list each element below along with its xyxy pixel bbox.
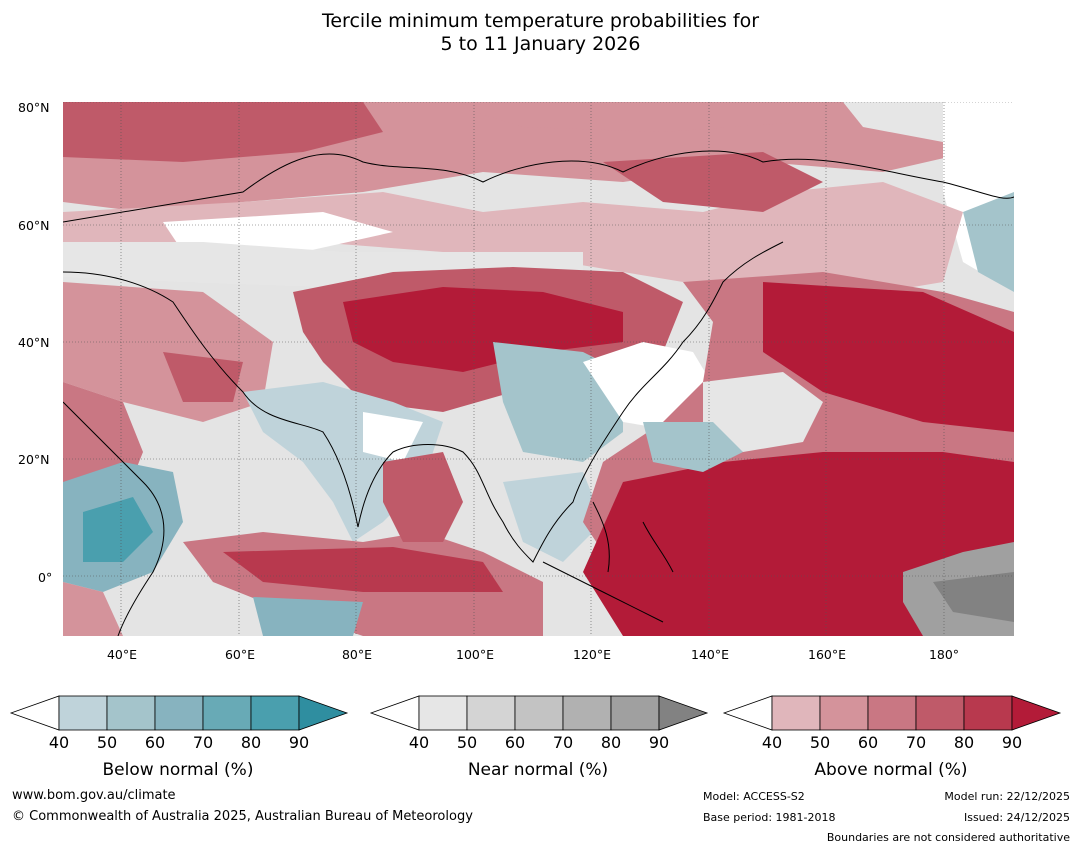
near-colorbar-tick: 70	[552, 733, 574, 752]
title-line-1: Tercile minimum temperature probabilitie…	[321, 10, 760, 32]
above-colorbar-segment	[915, 695, 965, 731]
above-colorbar-segment	[771, 695, 821, 731]
above-colorbar-lower-arrow	[722, 695, 773, 731]
near-colorbar-segment	[562, 695, 612, 731]
near-colorbar-tick: 60	[504, 733, 526, 752]
probability-map	[63, 102, 1014, 636]
lat-label-0: 0°	[38, 570, 53, 585]
above-colorbar-tick: 40	[761, 733, 783, 752]
below-colorbar-tick: 90	[288, 733, 310, 752]
near-colorbar-segment	[610, 695, 660, 731]
model-run-text: Model run: 22/12/2025	[944, 790, 1070, 803]
above-colorbar-tick: 70	[905, 733, 927, 752]
below-colorbar-segment	[58, 695, 108, 731]
below-colorbar-tick: 50	[96, 733, 118, 752]
lat-label-40n: 40°N	[18, 335, 50, 350]
near-colorbar-tick: 80	[600, 733, 622, 752]
map-field	[63, 102, 1014, 636]
copyright-text: © Commonwealth of Australia 2025, Austra…	[12, 809, 473, 824]
colorbar-near-label: Near normal (%)	[467, 760, 609, 780]
model-text: Model: ACCESS-S2	[703, 790, 805, 803]
below-colorbar-tick: 80	[240, 733, 262, 752]
below-colorbar-segment	[106, 695, 156, 731]
lon-label-100e: 100°E	[455, 647, 495, 662]
near-colorbar-lower-arrow	[369, 695, 420, 731]
colorbar-above-normal	[722, 695, 1062, 731]
lat-label-20n: 20°N	[18, 452, 50, 467]
lon-label-80e: 80°E	[341, 647, 373, 662]
below-colorbar-segment	[202, 695, 252, 731]
colorbar-near-normal	[369, 695, 709, 731]
near-colorbar-segment	[418, 695, 468, 731]
lon-label-160e: 160°E	[807, 647, 847, 662]
lon-label-120e: 120°E	[572, 647, 612, 662]
above-colorbar-tick: 90	[1001, 733, 1023, 752]
above-colorbar-tick: 60	[857, 733, 879, 752]
near-colorbar-tick: 50	[456, 733, 478, 752]
near-colorbar-upper-arrow	[658, 695, 709, 731]
colorbar-below-normal	[9, 695, 349, 731]
above-colorbar-segment	[963, 695, 1013, 731]
colorbars	[9, 695, 1062, 731]
lon-label-140e: 140°E	[690, 647, 730, 662]
near-colorbar-segment	[514, 695, 564, 731]
lat-label-60n: 60°N	[18, 218, 50, 233]
near-colorbar-tick: 90	[648, 733, 670, 752]
lon-label-60e: 60°E	[224, 647, 256, 662]
base-period-text: Base period: 1981-2018	[703, 811, 836, 824]
disclaimer-text: Boundaries are not considered authoritat…	[826, 831, 1070, 844]
above-colorbar-segment	[867, 695, 917, 731]
above-colorbar-tick: 80	[953, 733, 975, 752]
below-colorbar-segment	[250, 695, 300, 731]
below-colorbar-segment	[154, 695, 204, 731]
above-colorbar-upper-arrow	[1011, 695, 1062, 731]
website-link[interactable]: www.bom.gov.au/climate	[12, 788, 176, 803]
below-colorbar-tick: 60	[144, 733, 166, 752]
near-colorbar-segment	[466, 695, 516, 731]
above-colorbar-tick: 50	[809, 733, 831, 752]
lat-label-80n: 80°N	[18, 100, 50, 115]
below-colorbar-lower-arrow	[9, 695, 60, 731]
colorbar-above-label: Above normal (%)	[814, 760, 968, 780]
title-line-2: 5 to 11 January 2026	[440, 33, 641, 55]
above-colorbar-segment	[819, 695, 869, 731]
colorbar-below-label: Below normal (%)	[102, 760, 254, 780]
lon-label-40e: 40°E	[106, 647, 138, 662]
below-colorbar-tick: 40	[48, 733, 70, 752]
below-colorbar-upper-arrow	[298, 695, 349, 731]
below-colorbar-tick: 70	[192, 733, 214, 752]
map-title: Tercile minimum temperature probabilitie…	[0, 10, 1081, 56]
lon-label-180: 180°	[928, 647, 960, 662]
near-colorbar-tick: 40	[408, 733, 430, 752]
issued-text: Issued: 24/12/2025	[963, 811, 1070, 824]
